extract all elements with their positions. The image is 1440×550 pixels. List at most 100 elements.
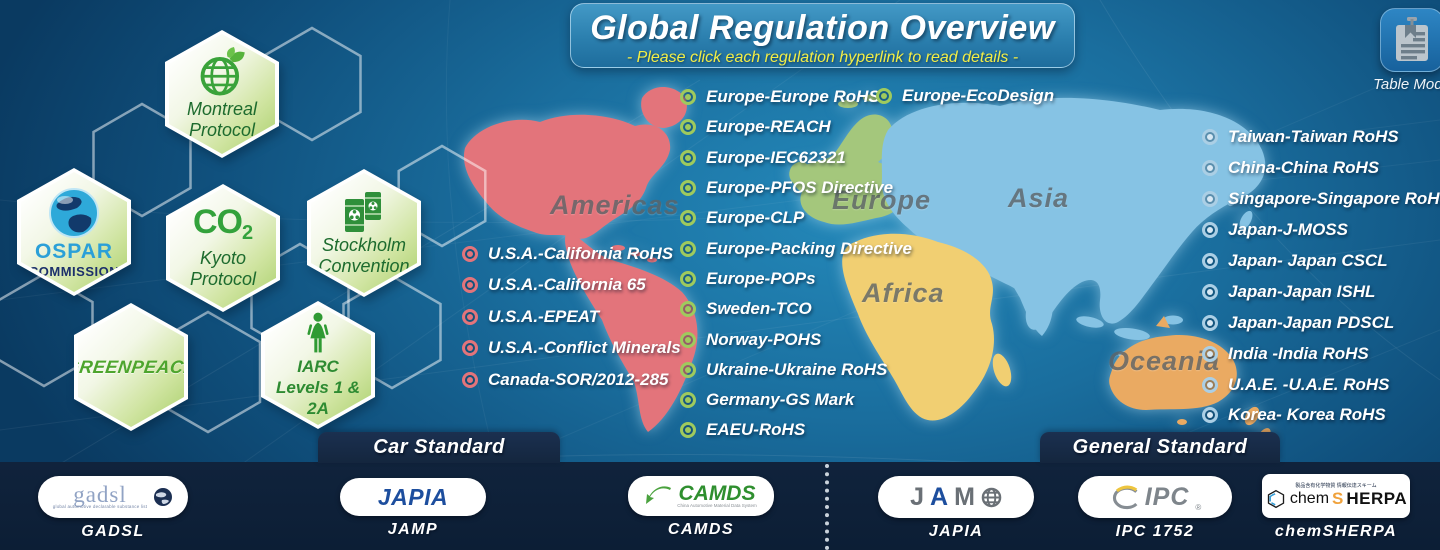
registered-mark: ® xyxy=(1195,503,1202,512)
regulation-link[interactable]: Europe-CLP xyxy=(680,203,912,233)
map-label-europe: Europe xyxy=(832,185,932,215)
regulation-link[interactable]: Ukraine-Ukraine RoHS xyxy=(680,355,912,385)
target-bullet-icon xyxy=(680,331,696,348)
table-mode-label: Table Mode xyxy=(1373,76,1440,93)
badge-label-line2: COMMISSION xyxy=(28,263,120,279)
regulation-link[interactable]: Europe-IEC62321 xyxy=(680,143,912,173)
camds-label: CAMDS xyxy=(667,521,735,538)
regulation-link[interactable]: EAEU-RoHS xyxy=(680,415,912,445)
car-standard-label: Car Standard xyxy=(373,436,505,458)
map-label-africa: Africa xyxy=(862,278,945,308)
regulation-link[interactable]: Europe-PFOS Directive xyxy=(680,173,912,203)
badge-kyoto-protocol: CO2 Kyoto Protocol xyxy=(166,184,280,312)
badge-label: Kyoto Protocol xyxy=(189,247,257,289)
map-label-americas: Americas xyxy=(550,190,680,220)
regulation-list-europe: Europe-Europe RoHS Europe-REACH Europe-I… xyxy=(680,82,912,446)
badge-label: GREENPEACE xyxy=(64,356,198,377)
camds-logo-text: CAMDS xyxy=(678,481,756,505)
table-mode-button[interactable]: Table Mode xyxy=(1360,8,1440,93)
target-bullet-icon xyxy=(1202,222,1218,239)
target-bullet-icon xyxy=(462,308,478,325)
regulation-link[interactable]: Singapore-Singapore RoHS xyxy=(1202,184,1440,215)
document-pin-icon xyxy=(1380,8,1440,72)
page-title-banner: Global Regulation Overview - Please clic… xyxy=(570,3,1075,68)
regulation-list-asia: Taiwan-Taiwan RoHS China-China RoHS Sing… xyxy=(1202,122,1440,431)
regulation-link[interactable]: Japan-Japan PDSCL xyxy=(1202,307,1440,338)
regulation-link[interactable]: India -India RoHS xyxy=(1202,338,1440,369)
target-bullet-icon xyxy=(680,210,696,227)
general-standard-label: General Standard xyxy=(1072,436,1248,458)
regulation-list-americas: U.S.A.-California RoHS U.S.A.-California… xyxy=(462,238,681,396)
regulation-link[interactable]: Japan-J-MOSS xyxy=(1202,215,1440,246)
target-bullet-icon xyxy=(1202,376,1218,393)
badge-label: Montreal Protocol xyxy=(186,99,258,140)
regulation-link[interactable]: Korea- Korea RoHS xyxy=(1202,400,1440,431)
regulation-link[interactable]: U.S.A.-Conflict Minerals xyxy=(462,333,681,365)
regulation-link[interactable]: Japan-Japan ISHL xyxy=(1202,276,1440,307)
target-bullet-icon xyxy=(462,340,478,357)
target-bullet-icon xyxy=(680,89,696,106)
hexagon-arrows-icon xyxy=(1267,489,1285,509)
regulation-link[interactable]: U.S.A.-California 65 xyxy=(462,270,681,302)
globe-icon xyxy=(981,487,1002,507)
target-bullet-icon xyxy=(1202,283,1218,300)
badge-label: Stockholm Convention xyxy=(318,235,410,276)
female-figure-icon xyxy=(307,312,329,352)
regulation-link[interactable]: Sweden-TCO xyxy=(680,294,912,324)
continent-africa xyxy=(842,233,1012,421)
continent-asia xyxy=(881,97,1266,362)
target-bullet-icon xyxy=(680,180,696,197)
regulation-link[interactable]: U.A.E. -U.A.E. RoHS xyxy=(1202,369,1440,400)
camds-logo-subtext: China Automotive Material Data System xyxy=(677,502,757,508)
target-bullet-icon xyxy=(680,119,696,136)
regulation-link[interactable]: Canada-SOR/2012-285 xyxy=(462,364,681,396)
badge-iarc-levels: IARC Levels 1 & 2A xyxy=(261,301,375,429)
chemsherpa-jp-text: 製品含有化学物質 情報伝達スキーム xyxy=(1295,483,1377,489)
regulation-link[interactable]: Taiwan-Taiwan RoHS xyxy=(1202,122,1440,153)
globe-leaf-icon xyxy=(200,47,245,96)
regulation-link[interactable]: Europe-POPs xyxy=(680,264,912,294)
gadsl-logo-subtext: global automotive declarable substance l… xyxy=(52,503,148,509)
japia-label: JAPIA xyxy=(928,523,984,540)
target-bullet-icon xyxy=(1202,129,1218,146)
target-bullet-icon xyxy=(1202,345,1218,362)
gadsl-logo-text: gadsl xyxy=(73,481,127,507)
earth-globe-icon xyxy=(49,187,99,238)
badge-stockholm-convention: Stockholm Convention xyxy=(307,169,421,297)
target-bullet-icon xyxy=(1202,253,1218,269)
target-bullet-icon xyxy=(680,270,696,287)
badge-label-line1: OSPAR xyxy=(34,239,114,263)
ipc-label: IPC 1752 xyxy=(1115,523,1195,540)
regulation-link[interactable]: Germany-GS Mark xyxy=(680,385,912,415)
regulation-link[interactable]: China-China RoHS xyxy=(1202,153,1440,184)
regulation-link[interactable]: Europe-EcoDesign xyxy=(876,86,1054,106)
regulation-link[interactable]: Japan- Japan CSCL xyxy=(1202,246,1440,277)
regulation-link[interactable]: Europe-Packing Directive xyxy=(680,233,912,263)
world-map xyxy=(463,86,1271,444)
target-bullet-icon xyxy=(680,422,696,439)
target-bullet-icon xyxy=(462,245,478,262)
regulation-link[interactable]: U.S.A.-California RoHS xyxy=(462,238,681,270)
regulation-link[interactable]: U.S.A.-EPEAT xyxy=(462,301,681,333)
regulation-link[interactable]: Europe-Europe RoHS xyxy=(680,82,912,112)
regulation-link[interactable]: Norway-POHS xyxy=(680,324,912,354)
target-bullet-icon xyxy=(680,392,696,409)
target-bullet-icon xyxy=(876,88,892,104)
jamp-logo-link[interactable]: JAPIA JAMP xyxy=(340,478,486,539)
gadsl-logo-link[interactable]: gadsl global automotive declarable subst… xyxy=(38,476,188,541)
regulation-link[interactable]: Europe-REACH xyxy=(680,112,912,142)
ipc-logo-text: IPC xyxy=(1144,482,1190,511)
target-bullet-icon xyxy=(462,371,478,388)
badge-ospar-commission: OSPAR COMMISSION xyxy=(17,168,131,296)
target-bullet-icon xyxy=(1202,314,1218,331)
page-subtitle: - Please click each regulation hyperlink… xyxy=(626,49,1019,66)
ipc-logo-link[interactable]: IPC ® IPC 1752 xyxy=(1078,476,1232,541)
jamp-label: JAMP xyxy=(387,521,439,538)
continent-europe xyxy=(789,94,905,225)
camds-logo-link[interactable]: CAMDS China Automotive Material Data Sys… xyxy=(628,476,774,539)
chemsherpa-logo-link[interactable]: 製品含有化学物質 情報伝達スキーム chem S HERPA chemSHERPA xyxy=(1262,474,1410,541)
target-bullet-icon xyxy=(1202,160,1218,177)
badge-label: IARC Levels 1 & 2A xyxy=(275,356,361,418)
